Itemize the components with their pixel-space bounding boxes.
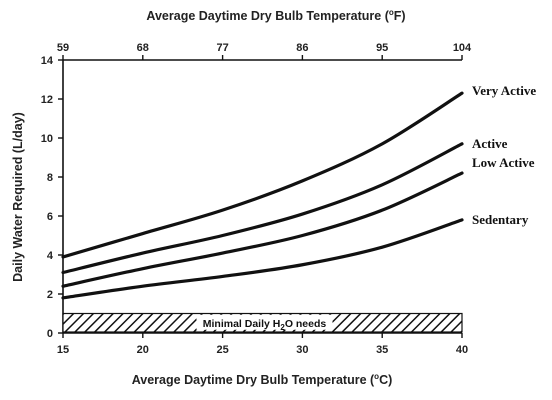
series-lines — [61, 91, 464, 300]
minimal-needs-band: Minimal Daily H2O needs — [62, 312, 463, 333]
series-line-active — [61, 142, 464, 275]
y-tick-label: 14 — [41, 55, 54, 67]
y-tick-label: 4 — [47, 250, 54, 262]
series-line-low-active — [61, 171, 464, 288]
top-tick-label: 77 — [216, 42, 228, 54]
y-tick-label: 12 — [41, 94, 53, 106]
top-tick-label: 59 — [57, 42, 69, 54]
series-line-very-active — [61, 91, 464, 259]
bottom-axis-title: Average Daytime Dry Bulb Temperature (oC… — [132, 372, 393, 387]
top-axis-title: Average Daytime Dry Bulb Temperature (oF… — [146, 8, 405, 23]
y-tick-label: 0 — [47, 328, 53, 340]
y-tick-label: 2 — [47, 289, 53, 301]
series-label-very-active: Very Active — [472, 83, 536, 98]
y-axis-title: Daily Water Required (L/day) — [11, 112, 25, 282]
y-tick-label: 8 — [47, 172, 53, 184]
top-tick-label: 95 — [376, 42, 388, 54]
series-label-sedentary: Sedentary — [472, 212, 529, 227]
x-tick-label: 25 — [216, 344, 228, 356]
series-label-active: Active — [472, 136, 508, 151]
series-labels: Very Active Active Low Active Sedentary — [472, 83, 536, 227]
x-tick-label: 15 — [57, 344, 69, 356]
band-label: Minimal Daily H2O needs — [203, 318, 327, 332]
x-tick-label: 40 — [456, 344, 468, 356]
band-label-background — [196, 314, 333, 330]
x-tick-label: 30 — [296, 344, 308, 356]
top-tick-label: 104 — [453, 42, 472, 54]
x-tick-label: 35 — [376, 344, 388, 356]
series-line-sedentary — [61, 218, 464, 300]
y-tick-label: 10 — [41, 133, 53, 145]
top-tick-label: 86 — [296, 42, 308, 54]
y-tick-label: 6 — [47, 211, 53, 223]
top-tick-label: 68 — [137, 42, 149, 54]
x-tick-label: 20 — [137, 344, 149, 356]
series-label-low-active: Low Active — [472, 155, 535, 170]
